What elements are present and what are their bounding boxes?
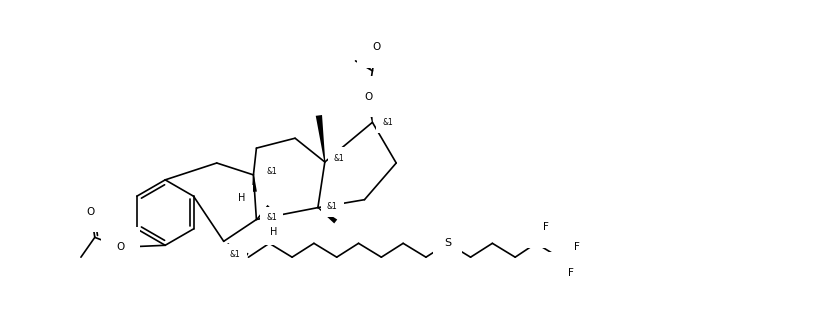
Text: &1: &1 [229,250,240,259]
Polygon shape [316,115,325,162]
Text: F: F [526,222,532,232]
Text: F: F [568,268,574,278]
Text: O: O [117,242,124,252]
Polygon shape [252,175,257,192]
Text: F: F [551,268,557,278]
Text: &1: &1 [266,167,277,176]
Text: H: H [270,227,277,237]
Text: F: F [574,242,580,252]
Text: &1: &1 [266,213,277,222]
Text: H: H [238,193,245,203]
Text: S: S [444,238,451,248]
Polygon shape [365,96,373,123]
Text: O: O [372,42,381,52]
Text: O: O [365,92,373,102]
Polygon shape [318,207,337,224]
Text: O: O [87,207,95,216]
Text: F: F [543,222,549,232]
Text: &1: &1 [333,153,344,162]
Text: &1: &1 [382,118,393,127]
Polygon shape [256,205,271,220]
Text: &1: &1 [327,202,338,211]
